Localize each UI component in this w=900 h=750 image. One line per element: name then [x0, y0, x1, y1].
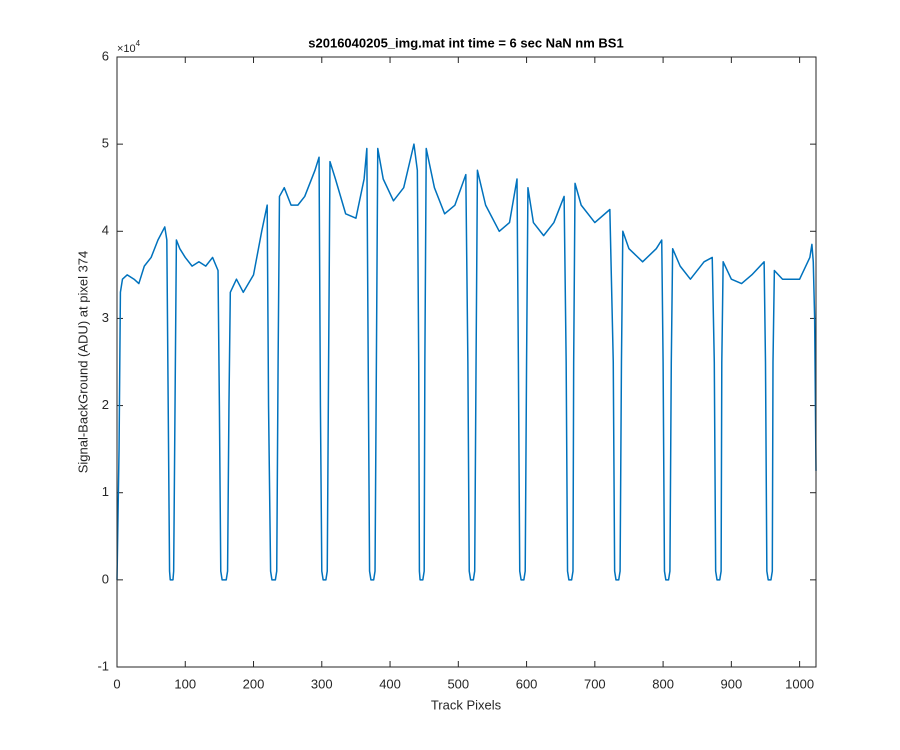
x-tick-label: 900: [721, 676, 743, 691]
x-axis-label: Track Pixels: [431, 697, 502, 712]
axes-box: [116, 56, 817, 668]
y-tick-label: -1: [97, 658, 109, 673]
y-tick-label: 6: [102, 48, 109, 63]
x-tick-label: 1000: [785, 676, 814, 691]
data-line: [116, 143, 817, 581]
y-tick-label: 1: [102, 484, 109, 499]
multiplier-base: ×10: [117, 43, 136, 55]
x-tick-label: 600: [516, 676, 538, 691]
y-axis-label: Signal-BackGround (ADU) at pixel 374: [75, 251, 90, 474]
y-tick-label: 0: [102, 571, 109, 586]
y-tick-label: 4: [102, 223, 109, 238]
x-tick-label: 100: [174, 676, 196, 691]
x-tick-label: 400: [379, 676, 401, 691]
y-tick-label: 2: [102, 397, 109, 412]
y-multiplier: ×104: [117, 39, 141, 55]
x-tick-label: 200: [243, 676, 265, 691]
plot-area: [117, 57, 816, 667]
x-tick-label: 0: [113, 676, 120, 691]
chart-title: s2016040205_img.mat int time = 6 sec NaN…: [308, 35, 623, 50]
x-tick-label: 700: [584, 676, 606, 691]
x-tick-label: 800: [652, 676, 674, 691]
x-tick-label: 500: [447, 676, 469, 691]
x-tick-label: 300: [311, 676, 333, 691]
y-tick-label: 3: [102, 310, 109, 325]
multiplier-exponent: 4: [136, 39, 141, 48]
y-tick-label: 5: [102, 136, 109, 151]
